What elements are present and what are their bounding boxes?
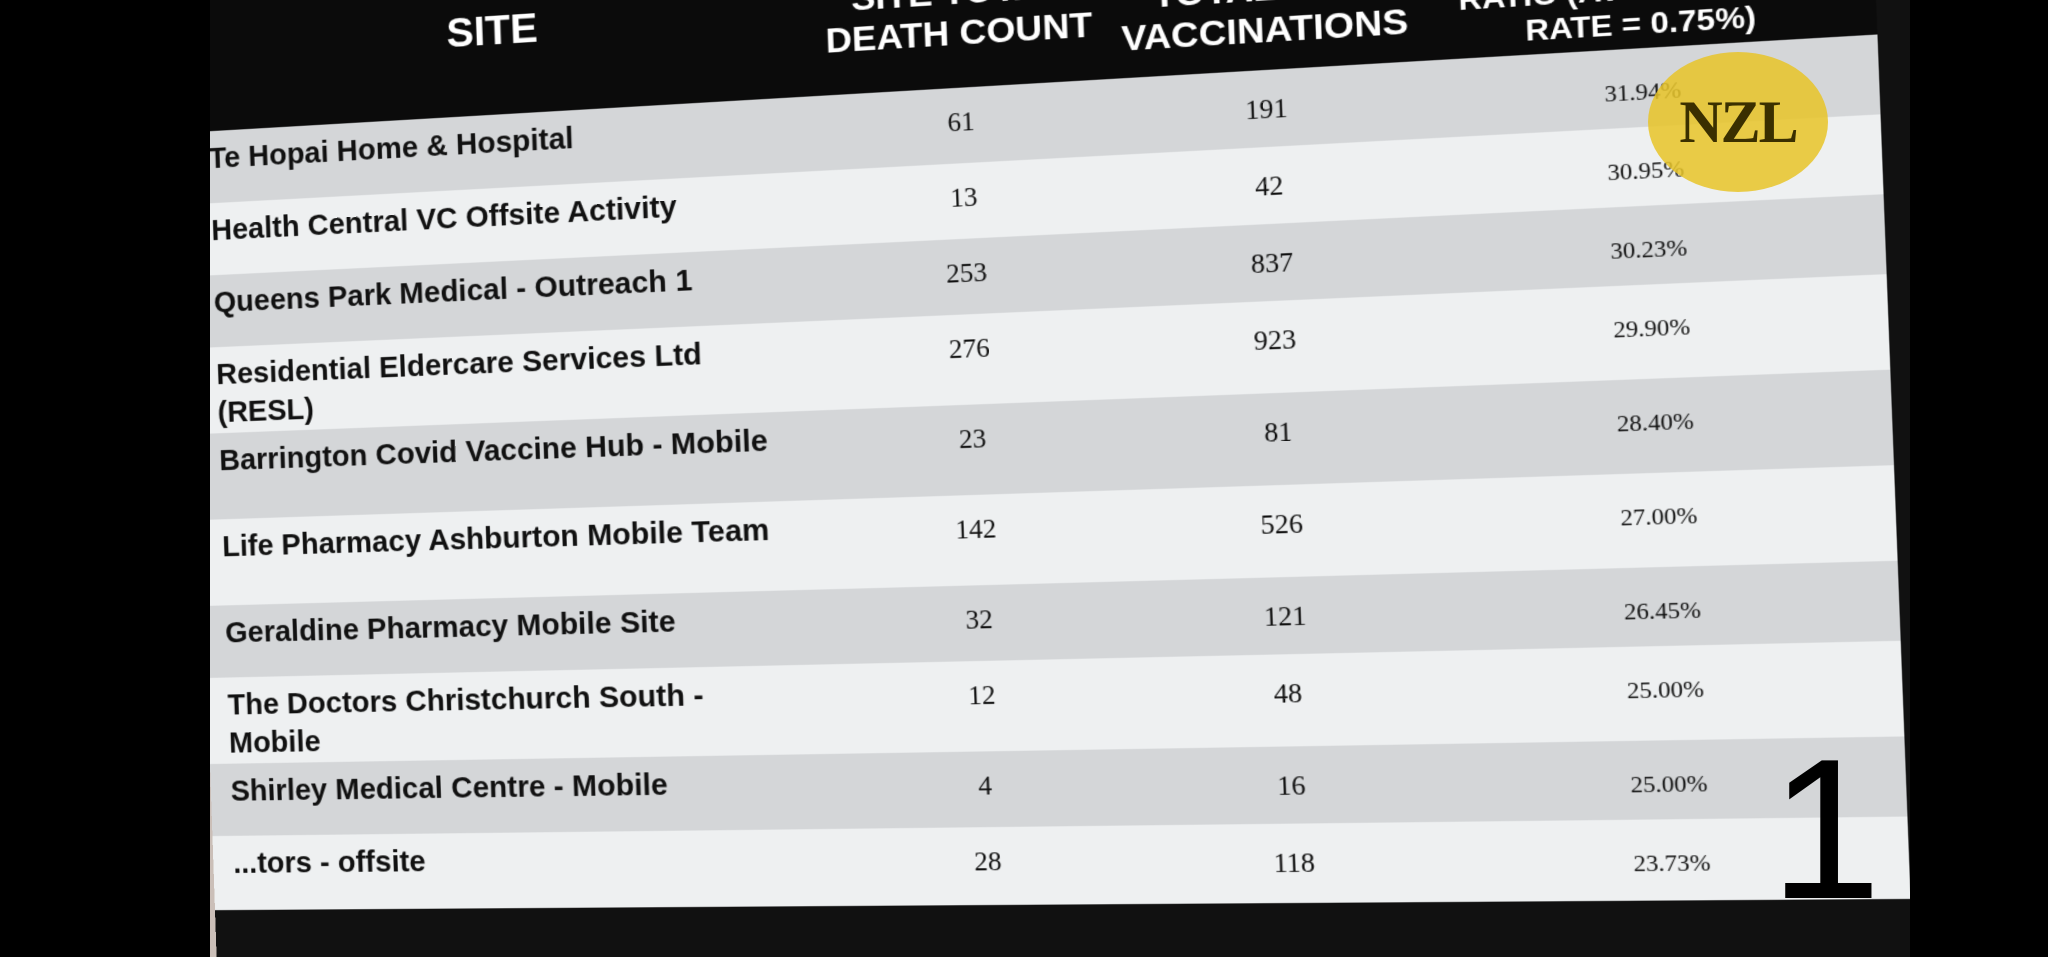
cell-ratio: 29.90% (1435, 306, 1875, 351)
cell-death-count: 142 (829, 511, 1125, 549)
cell-vaccinations: 837 (1115, 242, 1433, 287)
nzl-logo: NZL (1648, 52, 1828, 192)
cell-site: ...tors - offsite (233, 840, 811, 884)
cell-site: The Doctors Christchurch South - Mobile (227, 675, 806, 763)
cell-ratio: 26.45% (1445, 592, 1885, 630)
cell-vaccinations: 118 (1136, 848, 1455, 881)
cell-death-count: 23 (826, 420, 1121, 460)
cell-vaccinations: 923 (1117, 320, 1435, 363)
cell-death-count: 13 (818, 177, 1113, 221)
page-number: 1 (1770, 730, 1881, 930)
cell-ratio: 25.00% (1448, 672, 1888, 708)
cell-vaccinations: 16 (1134, 770, 1453, 804)
cell-vaccinations: 48 (1130, 677, 1449, 713)
cell-vaccinations: 42 (1112, 164, 1430, 210)
header-death-count: SITE TOTAL DEATH COUNT (810, 0, 1107, 63)
cell-site: Shirley Medical Centre - Mobile (230, 765, 807, 812)
cell-vaccinations: 121 (1127, 599, 1446, 637)
cell-death-count: 253 (820, 253, 1115, 296)
cell-site: Geraldine Pharmacy Mobile Site (225, 600, 802, 653)
cell-site: Barrington Covid Vaccine Hub - Mobile (219, 422, 796, 481)
header-site: SITE (210, 0, 812, 74)
cell-death-count: 32 (833, 603, 1129, 640)
cell-death-count: 28 (841, 847, 1137, 879)
cell-death-count: 276 (823, 329, 1118, 371)
header-vaccinations: TOTAL SITE VACCINATIONS (1104, 0, 1424, 61)
cell-ratio: 30.23% (1432, 226, 1871, 273)
cell-vaccinations: 191 (1109, 87, 1427, 135)
table-body: Te Hopai Home & Hospital 61 191 31.94% H… (210, 34, 1910, 908)
cell-vaccinations: 81 (1121, 413, 1439, 454)
cell-ratio: 27.00% (1442, 497, 1882, 537)
cell-site: Life Pharmacy Ashburton Mobile Team (222, 511, 799, 567)
cell-ratio: 28.40% (1438, 401, 1878, 444)
cell-death-count: 12 (835, 679, 1131, 714)
cell-vaccinations: 526 (1124, 506, 1442, 545)
cell-death-count: 4 (839, 770, 1135, 804)
cell-death-count: 61 (815, 100, 1110, 146)
